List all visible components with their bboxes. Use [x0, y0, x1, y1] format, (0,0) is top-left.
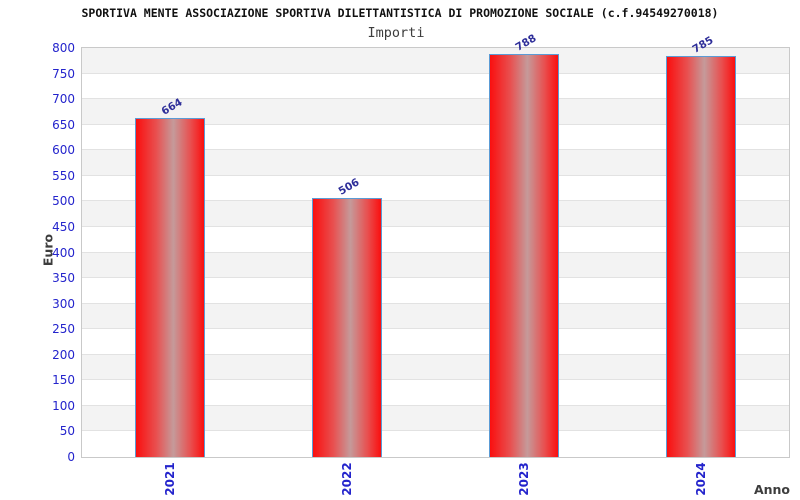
- y-tick-label: 250: [52, 322, 75, 337]
- bar-2022: [312, 198, 383, 457]
- gridline: [82, 302, 789, 304]
- x-tick-label: 2023: [516, 462, 531, 496]
- x-tick-label: 2022: [340, 462, 355, 496]
- bar-2023: [488, 54, 559, 457]
- y-tick-label: 550: [52, 168, 75, 183]
- gridline: [82, 379, 789, 381]
- gridline: [82, 404, 789, 406]
- y-tick-label: 100: [52, 398, 75, 413]
- gridline: [82, 123, 789, 125]
- gridline: [82, 225, 789, 227]
- y-tick-label: 0: [67, 450, 75, 464]
- gridline: [82, 328, 789, 330]
- gridline: [82, 251, 789, 253]
- gridline: [82, 149, 789, 151]
- x-tick-label: 2024: [693, 462, 708, 496]
- chart-title: SPORTIVA MENTE ASSOCIAZIONE SPORTIVA DIL…: [81, 6, 719, 20]
- gridline: [82, 72, 789, 74]
- y-tick-label: 650: [52, 117, 75, 132]
- y-axis-title: Euro: [40, 233, 56, 267]
- y-tick-label: 700: [52, 92, 75, 107]
- bar-2024: [665, 55, 736, 457]
- gridline: [82, 200, 789, 202]
- gridline: [82, 353, 789, 355]
- gridline: [82, 174, 789, 176]
- y-tick-label: 200: [52, 347, 75, 362]
- gridline: [82, 277, 789, 279]
- y-tick-label: 150: [52, 373, 75, 388]
- y-tick-label: 500: [52, 194, 75, 209]
- y-tick-label: 300: [52, 296, 75, 311]
- chart-subtitle: Importi: [367, 25, 425, 41]
- y-tick-label: 750: [52, 66, 75, 81]
- y-tick-label: 400: [52, 245, 75, 260]
- plot-area: [81, 47, 790, 458]
- gridline: [82, 98, 789, 100]
- y-tick-label: 450: [52, 219, 75, 234]
- bar-2021: [135, 117, 206, 457]
- gridline: [82, 430, 789, 432]
- x-tick-label: 2021: [163, 462, 178, 496]
- y-tick-label: 350: [52, 271, 75, 286]
- x-axis-title: Anno: [753, 482, 790, 497]
- y-tick-label: 800: [52, 41, 75, 55]
- y-tick-label: 600: [52, 143, 75, 158]
- y-tick-label: 50: [59, 424, 75, 439]
